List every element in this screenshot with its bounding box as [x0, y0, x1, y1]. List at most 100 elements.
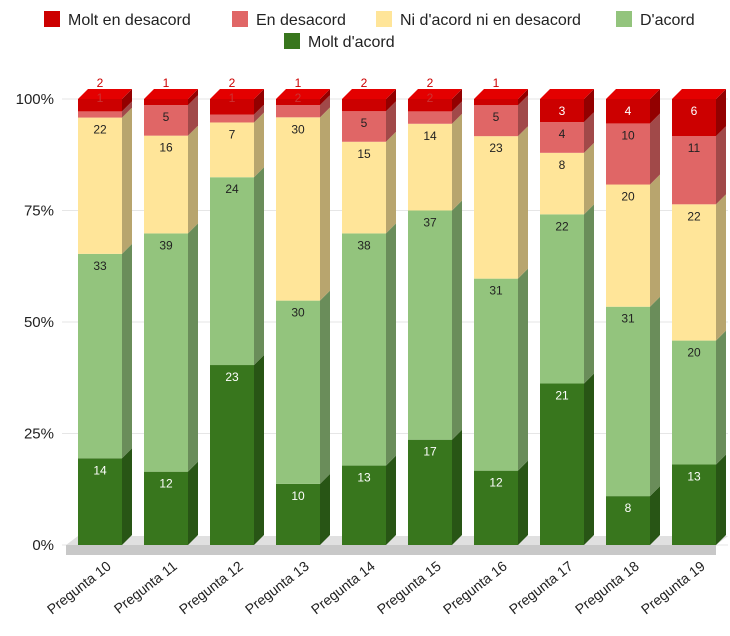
legend-label: D'acord: [640, 12, 695, 29]
data-label: 23: [225, 370, 239, 384]
data-label: 2: [229, 76, 236, 90]
bar-segment-molt-en-desacord-side: [122, 89, 132, 112]
bar-segment-d-acord: [210, 177, 254, 366]
x-tick-label: Pregunta 12: [176, 558, 246, 618]
bar-segment-molt-en-desacord-side: [584, 89, 594, 123]
bar-segment-en-desacord: [144, 105, 188, 136]
bar-segment-en-desacord: [474, 105, 518, 137]
bar-pregunta-18: 8 31 20 10 4: [606, 89, 660, 545]
bar-segment-molt-d-acord: [672, 464, 716, 545]
bar-segment-en-desacord: [672, 136, 716, 205]
data-label: 6: [691, 104, 698, 118]
x-tick-label: Pregunta 19: [638, 558, 708, 618]
data-label: 5: [163, 110, 170, 124]
bar-segment-molt-en-desacord: [210, 99, 254, 115]
bar-top-face: [78, 89, 132, 99]
bar-pregunta-15: 17 37 14 22: [408, 76, 462, 545]
bar-segment-ni-d-acord-ni-en-desacord: [672, 204, 716, 341]
data-label: 13: [687, 469, 701, 483]
legend-item-en-desacord: En desacord: [232, 11, 346, 29]
bar-segment-molt-en-desacord: [474, 99, 518, 106]
bar-segment-d-acord-side: [254, 167, 264, 366]
bar-segment-d-acord: [474, 278, 518, 471]
bar-segment-molt-d-acord-side: [716, 454, 726, 545]
bar-segment-molt-en-desacord: [276, 99, 320, 106]
legend-swatch: [616, 11, 632, 27]
bar-segment-en-desacord: [210, 114, 254, 123]
bar-top-face: [474, 89, 528, 99]
data-label: 3: [559, 104, 566, 118]
data-label: 37: [423, 216, 437, 230]
bar-segment-d-acord-side: [188, 223, 198, 472]
bar-pregunta-17: 21 22 8 4 3: [540, 89, 594, 545]
data-label: 20: [621, 190, 635, 204]
legend-label: Molt en desacord: [68, 12, 191, 29]
bar-segment-en-desacord-side: [518, 95, 528, 137]
x-tick-label: Pregunta 14: [308, 558, 378, 618]
floor-front: [66, 545, 716, 555]
bar-segment-en-desacord: [78, 111, 122, 118]
bar-segment-molt-en-desacord-side: [188, 89, 198, 106]
bar-segment-ni-d-acord-ni-en-desacord-side: [452, 113, 462, 211]
bar-segment-d-acord: [540, 214, 584, 384]
bar-pregunta-14: 13 38 15 5 2: [342, 76, 396, 545]
legend-item-molt-d-acord: Molt d'acord: [284, 33, 395, 51]
bar-segment-ni-d-acord-ni-en-desacord: [474, 136, 518, 279]
bar-segment-en-desacord: [540, 122, 584, 153]
bar-segment-d-acord: [408, 210, 452, 440]
bar-segment-ni-d-acord-ni-en-desacord-side: [716, 194, 726, 341]
bar-top-face: [606, 89, 660, 99]
bar-segment-molt-d-acord: [540, 383, 584, 545]
bar-segment-en-desacord-side: [122, 101, 132, 118]
bar-segment-ni-d-acord-ni-en-desacord-side: [650, 174, 660, 307]
bar-segment-ni-d-acord-ni-en-desacord: [210, 122, 254, 178]
legend-label: Molt d'acord: [308, 34, 395, 51]
data-label: 2: [427, 91, 434, 105]
x-tick-label: Pregunta 11: [111, 558, 180, 617]
bar-segment-molt-en-desacord: [342, 99, 386, 112]
y-tick-label: 50%: [24, 314, 54, 331]
legend-swatch: [284, 33, 300, 49]
bar-segment-molt-d-acord-side: [584, 373, 594, 545]
bar-segment-ni-d-acord-ni-en-desacord: [78, 117, 122, 254]
legend-item-molt-en-desacord: Molt en desacord: [44, 11, 191, 29]
bar-top-face: [342, 89, 396, 99]
bar-segment-molt-d-acord: [276, 483, 320, 545]
bar-pregunta-11: 12 39 16 5 1: [144, 76, 198, 545]
bar-segment-en-desacord: [408, 111, 452, 124]
bar-segment-ni-d-acord-ni-en-desacord-side: [320, 107, 330, 301]
bar-segment-ni-d-acord-ni-en-desacord-side: [254, 112, 264, 178]
data-label: 2: [361, 76, 368, 90]
bar-segment-en-desacord-side: [584, 112, 594, 153]
x-tick-label: Pregunta 16: [440, 558, 510, 618]
bar-segment-molt-d-acord: [408, 439, 452, 545]
data-label: 39: [159, 238, 173, 252]
bar-segment-d-acord: [276, 300, 320, 484]
data-label: 22: [93, 123, 107, 137]
bar-segment-d-acord: [342, 233, 386, 466]
bar-segment-ni-d-acord-ni-en-desacord: [276, 117, 320, 301]
bar-segment-molt-d-acord-side: [650, 486, 660, 545]
legend-item-ni-d-acord-ni-en-desacord: Ni d'acord ni en desacord: [376, 11, 581, 29]
data-label: 20: [687, 346, 701, 360]
bar-segment-en-desacord: [342, 111, 386, 142]
x-tick-label: Pregunta 17: [506, 558, 576, 618]
bar-top-face: [210, 89, 264, 99]
bar-top-face: [540, 89, 594, 99]
data-label: 7: [229, 127, 236, 141]
bar-segment-en-desacord: [606, 123, 650, 185]
data-label: 2: [427, 76, 434, 90]
bar-segment-ni-d-acord-ni-en-desacord-side: [386, 131, 396, 234]
bar-segment-molt-d-acord-side: [518, 460, 528, 545]
bar-segment-ni-d-acord-ni-en-desacord-side: [188, 125, 198, 234]
bar-segment-molt-d-acord: [144, 471, 188, 545]
x-tick-label: Pregunta 13: [242, 558, 312, 618]
bar-segment-molt-en-desacord: [606, 99, 650, 124]
bar-segment-d-acord: [144, 233, 188, 472]
data-label: 1: [163, 76, 170, 90]
data-label: 1: [295, 76, 302, 90]
bar-segment-ni-d-acord-ni-en-desacord-side: [584, 142, 594, 215]
bar-segment-d-acord-side: [452, 200, 462, 440]
data-label: 30: [291, 306, 305, 320]
data-label: 15: [357, 147, 371, 161]
